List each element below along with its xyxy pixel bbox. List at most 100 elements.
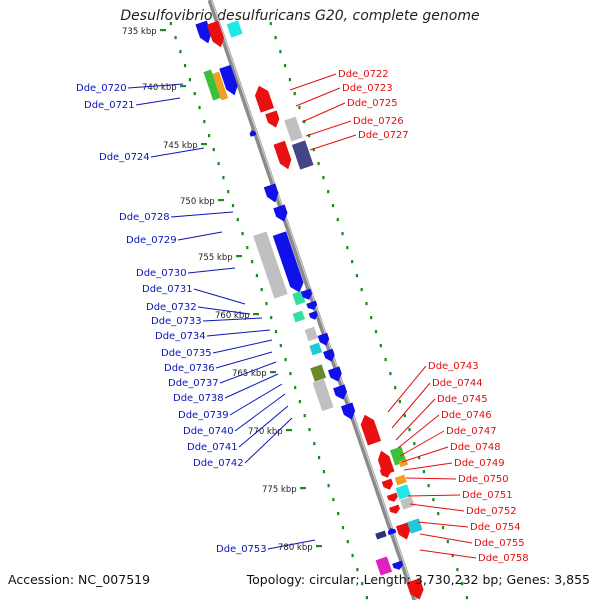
tick-dot — [441, 526, 445, 530]
kbp-label: 775 kbp — [262, 485, 297, 495]
gene-rect — [400, 496, 415, 510]
kbp-label: 735 kbp — [122, 27, 157, 37]
reverse-leader-line — [399, 430, 445, 457]
reverse-gene-label: Dde_0750 — [458, 474, 509, 485]
gene-arrow — [379, 466, 391, 478]
tick-dot — [270, 316, 273, 320]
gene-arrow — [249, 130, 257, 137]
reverse-gene-label: Dde_0754 — [470, 522, 521, 533]
gene-arrow — [387, 528, 397, 536]
tick-dot — [322, 176, 325, 180]
gene-arrow — [381, 478, 394, 490]
tick-dot — [188, 78, 191, 82]
reverse-gene — [394, 474, 407, 486]
reverse-leader-line — [419, 549, 477, 559]
forward-gene-label: Dde_0730 — [136, 268, 187, 279]
reverse-gene-label: Dde_0758 — [478, 553, 529, 564]
tick-dot — [355, 274, 358, 278]
reverse-gene-label: Dde_0727 — [358, 130, 409, 141]
tick-dot — [427, 484, 430, 488]
gene-arrow — [254, 85, 275, 113]
tick-dot — [465, 596, 468, 600]
reverse-gene — [395, 522, 411, 540]
gene-arrow — [308, 310, 318, 320]
forward-gene-label: Dde_0721 — [84, 100, 135, 111]
kbp-label: 780 kbp — [278, 543, 313, 553]
tick-dot — [284, 64, 287, 68]
gene-rect — [226, 20, 243, 38]
tick-dot — [346, 246, 349, 250]
gene-arrow — [272, 231, 304, 293]
tick-dot — [365, 596, 368, 600]
forward-gene — [253, 231, 288, 299]
reverse-gene-label: Dde_0743 — [428, 361, 479, 372]
tick-dot — [227, 190, 230, 194]
reverse-leader-line — [397, 414, 440, 449]
forward-leader-line — [187, 267, 236, 274]
gene-arrow — [195, 20, 212, 44]
forward-leader-line — [244, 417, 293, 464]
reverse-gene — [395, 484, 411, 500]
forward-gene-label: Dde_0741 — [187, 442, 238, 453]
tick-dot — [360, 288, 363, 292]
gene-arrow — [219, 64, 238, 96]
genome-backbone — [207, 0, 418, 600]
tick-dot — [255, 274, 258, 278]
reverse-gene — [291, 140, 314, 170]
reverse-gene-label: Dde_0725 — [347, 98, 398, 109]
forward-gene — [309, 342, 323, 356]
tick-dot — [365, 302, 368, 306]
tick-dot — [303, 414, 306, 418]
gene-rect — [212, 71, 229, 101]
tick-dot — [174, 36, 177, 40]
reverse-gene-label: Dde_0751 — [462, 490, 513, 501]
kbp-tick — [286, 429, 292, 432]
gene-rect — [291, 140, 314, 170]
tick-dot — [370, 316, 373, 320]
tick-dot — [384, 358, 387, 362]
tick-dot — [322, 470, 325, 474]
tick-dot — [274, 330, 278, 334]
tick-dot — [461, 582, 464, 586]
forward-leader-line — [215, 351, 273, 369]
forward-gene — [249, 130, 257, 137]
forward-gene-label: Dde_0742 — [193, 458, 244, 469]
reverse-leader-line — [395, 398, 436, 441]
forward-gene-label: Dde_0738 — [173, 393, 224, 404]
gene-rect — [395, 484, 411, 500]
reverse-leader-line — [417, 521, 469, 528]
reverse-gene — [265, 110, 280, 128]
inner-tick-track — [169, 22, 368, 600]
gene-arrow — [206, 20, 224, 48]
tick-dot — [193, 92, 196, 96]
tick-dot — [374, 330, 378, 334]
reverse-leader-line — [409, 503, 465, 512]
forward-gene — [392, 560, 404, 570]
tick-dot — [241, 232, 244, 236]
forward-gene — [310, 364, 327, 382]
tick-dot — [217, 162, 220, 166]
kbp-tick — [236, 255, 242, 258]
forward-gene-label: Dde_0724 — [99, 152, 150, 163]
forward-gene — [300, 288, 313, 300]
tick-dot — [279, 50, 282, 54]
forward-gene-label: Dde_0734 — [155, 331, 206, 342]
tick-dot — [313, 442, 316, 446]
tick-dot — [379, 344, 382, 348]
tick-dot — [294, 386, 297, 390]
gene-arrow — [333, 384, 347, 400]
tick-dot — [403, 414, 406, 418]
reverse-leader-line — [295, 87, 341, 107]
forward-leader-line — [197, 306, 251, 315]
reverse-gene-label: Dde_0745 — [437, 394, 488, 405]
tick-dot — [184, 64, 187, 68]
tick-dot — [298, 106, 301, 110]
forward-gene-label: Dde_0728 — [119, 212, 170, 223]
forward-leader-line — [135, 97, 181, 106]
gene-arrow — [273, 204, 288, 222]
forward-leader-line — [219, 361, 277, 384]
gene-arrow — [323, 348, 335, 362]
tick-dot — [437, 512, 440, 516]
gene-rect — [375, 530, 387, 540]
